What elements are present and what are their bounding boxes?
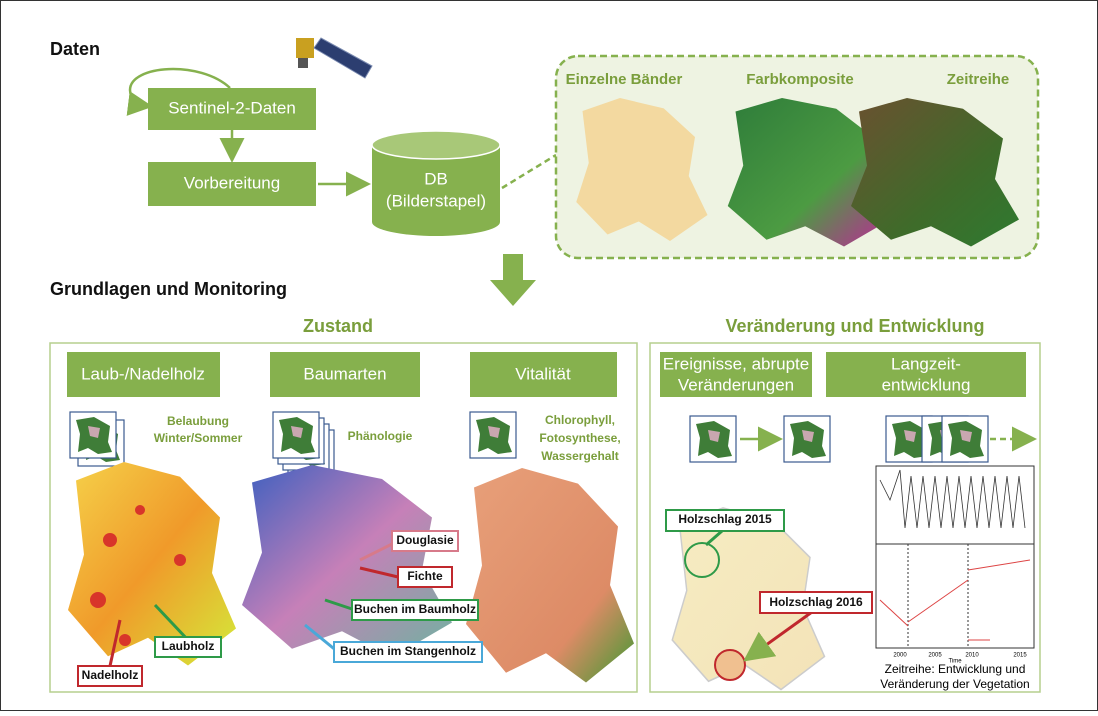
- note: Phänologie: [348, 429, 413, 443]
- thumbnail: [784, 416, 830, 462]
- map-label: Buchen im Stangenholz: [340, 644, 476, 658]
- box-label: Laub-/Nadelholz: [81, 364, 205, 383]
- thumbnail: [70, 412, 116, 458]
- db-label: (Bilderstapel): [386, 191, 486, 210]
- note: Belaubung: [167, 414, 229, 428]
- plot-tick: 2005: [928, 653, 942, 659]
- plot-tick: 2010: [965, 653, 979, 659]
- map-label: Fichte: [407, 569, 443, 583]
- box-label: Sentinel-2-Daten: [168, 98, 296, 117]
- note: Winter/Sommer: [154, 431, 243, 445]
- thumbnail: [470, 412, 516, 458]
- db-label: DB: [424, 169, 448, 188]
- caption: Zeitreihe: Entwicklung und: [885, 662, 1026, 676]
- thumbnail: [273, 412, 319, 458]
- caption: Veränderung der Vegetation: [880, 677, 1029, 691]
- box-label: Vitalität: [515, 364, 571, 383]
- section-heading: Zustand: [303, 316, 373, 336]
- note: Wassergehalt: [541, 449, 619, 463]
- highlight: [715, 650, 745, 680]
- map-label: Nadelholz: [82, 668, 139, 682]
- diagram: Daten Sentinel-2-Daten Vorbereitung DB (…: [0, 0, 1098, 711]
- box-label: Baumarten: [303, 364, 386, 383]
- box-label: Veränderungen: [678, 375, 794, 394]
- map-label: Douglasie: [396, 533, 454, 547]
- map-label: Holzschlag 2016: [769, 595, 863, 609]
- thumbnail: [690, 416, 736, 462]
- panel-label: Zeitreihe: [947, 71, 1010, 88]
- map-label: Laubholz: [162, 639, 215, 653]
- plot-tick: 2000: [893, 653, 907, 659]
- section-title: Grundlagen und Monitoring: [50, 279, 287, 299]
- box-label: entwicklung: [882, 375, 971, 394]
- time-series-plot: [876, 466, 1034, 648]
- section-title: Daten: [50, 39, 100, 59]
- box-label: Ereignisse, abrupte: [663, 354, 809, 373]
- map-label: Holzschlag 2015: [678, 512, 772, 526]
- map-label: Buchen im Baumholz: [354, 602, 476, 616]
- box-label: Vorbereitung: [184, 173, 280, 192]
- panel-label: Einzelne Bänder: [566, 71, 683, 88]
- thumbnail: [942, 416, 988, 462]
- section-heading: Veränderung und Entwicklung: [725, 316, 984, 336]
- note: Chlorophyll,: [545, 413, 615, 427]
- plot-tick: 2015: [1013, 653, 1027, 659]
- note: Fotosynthese,: [539, 431, 620, 445]
- panel-label: Farbkomposite: [746, 71, 854, 88]
- box-label: Langzeit-: [891, 354, 961, 373]
